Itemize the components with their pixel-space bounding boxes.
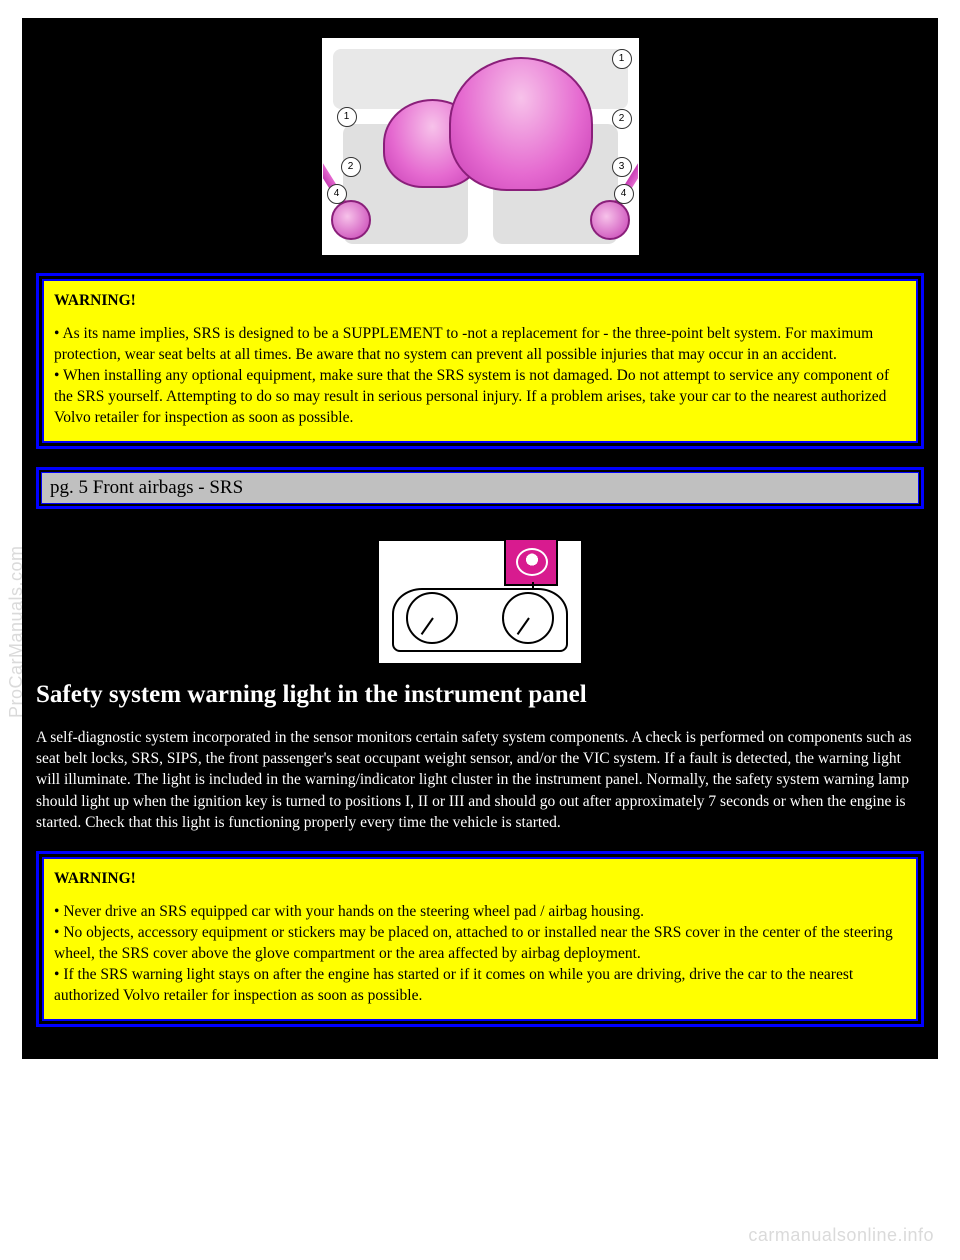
watermark-bottom: carmanualsonline.info (748, 1225, 934, 1246)
warning-1-item: When installing any optional equipment, … (54, 366, 906, 429)
gauge-left (406, 592, 458, 644)
needle (421, 617, 434, 635)
warning-1-list: As its name implies, SRS is designed to … (54, 324, 906, 429)
warning-2-item: No objects, accessory equipment or stick… (54, 923, 906, 965)
needle (517, 617, 530, 635)
page-header-bar: pg. 5 Front airbags - SRS (36, 467, 924, 509)
callout-2-left: 2 (341, 157, 361, 177)
cluster-diagram (379, 541, 581, 663)
callout-4-left: 4 (327, 184, 347, 204)
section-heading: Safety system warning light in the instr… (36, 681, 924, 709)
warning-box-1: WARNING! As its name implies, SRS is des… (36, 273, 924, 449)
warning-2-title: WARNING! (54, 869, 906, 890)
warning-box-2: WARNING! Never drive an SRS equipped car… (36, 851, 924, 1027)
gauge-right (502, 592, 554, 644)
callout-1-right: 1 (612, 49, 632, 69)
warning-2-list: Never drive an SRS equipped car with you… (54, 902, 906, 1007)
callout-4-right: 4 (614, 184, 634, 204)
srs-warning-card (504, 538, 558, 586)
page: 1 1 2 2 3 4 4 WARNING! As its name impli… (22, 18, 938, 1059)
body-paragraph: A self-diagnostic system incorporated in… (36, 727, 924, 834)
warning-box-1-inner: WARNING! As its name implies, SRS is des… (42, 279, 918, 443)
callout-3: 3 (612, 157, 632, 177)
warning-box-2-inner: WARNING! Never drive an SRS equipped car… (42, 857, 918, 1021)
tensioner-right (590, 200, 630, 240)
callout-1-left: 1 (337, 107, 357, 127)
passenger-airbag (449, 57, 593, 191)
page-header-text: pg. 5 Front airbags - SRS (41, 472, 919, 504)
callout-2-right: 2 (612, 109, 632, 129)
airbag-diagram: 1 1 2 2 3 4 4 (322, 38, 639, 255)
warning-2-item: Never drive an SRS equipped car with you… (54, 902, 906, 923)
warning-1-title: WARNING! (54, 291, 906, 312)
page-padding: 1 1 2 2 3 4 4 WARNING! As its name impli… (22, 18, 938, 1059)
warning-1-item: As its name implies, SRS is designed to … (54, 324, 906, 366)
warning-2-item: If the SRS warning light stays on after … (54, 965, 906, 1007)
tensioner-left (331, 200, 371, 240)
